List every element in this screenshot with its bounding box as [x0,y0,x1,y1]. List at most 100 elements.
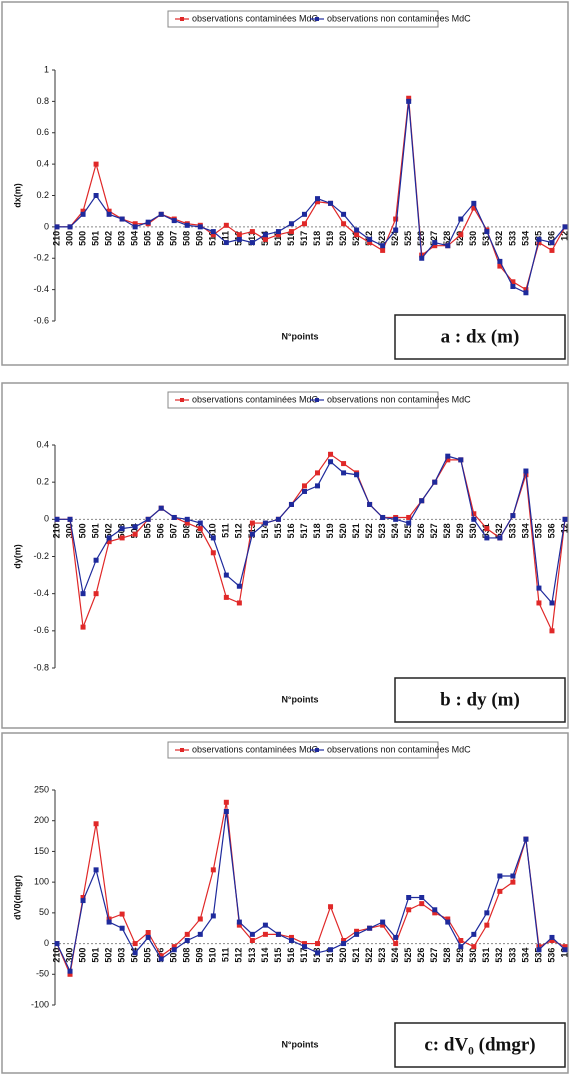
legend-label: observations non contaminées MdC [327,744,471,754]
data-point [549,938,555,943]
y-tick-label: -0.8 [33,662,49,672]
x-axis-label: N°points [281,331,318,341]
data-point [367,925,373,931]
data-point [562,224,568,230]
legend-marker [180,748,184,752]
data-point [288,938,294,943]
data-point [301,221,307,227]
data-point [367,501,373,507]
data-point [510,873,516,879]
data-point [262,931,268,937]
data-point [223,799,229,805]
x-tick-label: 508 [182,231,192,246]
data-point [393,941,399,947]
y-tick-label: 100 [34,877,49,887]
data-point [275,232,281,238]
data-point [471,944,477,950]
x-tick-label: 532 [494,231,504,246]
data-point [80,208,86,214]
x-tick-label: 508 [182,523,192,538]
data-point [445,457,451,463]
data-point [380,247,386,253]
y-tick-label: 0.8 [36,96,49,106]
data-point [67,971,73,977]
y-axis-label: dx(m) [12,183,22,208]
data-point [341,211,347,217]
panel-tag-box [394,1022,566,1068]
data-point [236,922,242,928]
x-tick-label: 521 [351,948,361,963]
data-point [132,531,138,537]
data-point [301,488,307,494]
x-tick-label: 511 [221,948,231,963]
series-line [57,98,566,291]
x-tick-label: 530 [468,948,478,963]
x-tick-label: 508 [182,948,192,963]
x-tick-label: 515 [273,523,283,538]
data-point [119,535,125,541]
data-point [236,583,242,589]
data-point [210,229,216,235]
data-point [54,224,60,230]
x-tick-label: 525 [403,948,413,963]
data-point [536,600,542,606]
y-tick-label: 0.2 [36,477,49,487]
data-point [562,944,568,950]
data-point [80,591,86,597]
y-tick-label: 0.4 [36,439,49,449]
legend-box [167,741,439,759]
data-point [132,221,138,227]
data-point [145,934,151,940]
x-tick-label: 526 [416,231,426,246]
x-tick-label: 510 [208,523,218,538]
data-point [275,931,281,937]
x-tick-label: 528 [442,523,452,538]
legend-label: observations contaminées MdC [192,13,319,23]
data-point [328,947,334,953]
x-tick-label: 502 [103,948,113,963]
data-point [210,913,216,919]
y-tick-label: 0.4 [36,159,49,169]
x-tick-label: 519 [325,231,335,246]
panel-tag: b : dy (m) [440,689,520,710]
data-point [119,925,125,931]
panel-frame [1,732,569,1074]
x-tick-label: 12 [559,948,569,958]
data-point [223,594,229,600]
data-point [484,922,490,928]
data-point [93,193,99,198]
y-tick-label: 0 [44,938,49,948]
x-tick-label: 514 [260,948,270,963]
y-tick-label: -0.4 [33,588,49,598]
data-point [445,919,451,925]
data-point [288,501,294,507]
x-tick-label: 505 [143,948,153,963]
data-point [301,944,307,950]
data-point [93,867,99,873]
y-tick-label: 0.6 [36,127,49,137]
data-point [380,243,386,249]
x-tick-label: 512 [234,523,244,538]
x-tick-label: 520 [338,523,348,538]
data-point [106,535,112,541]
y-tick-label: 250 [34,784,49,794]
x-tick-label: 501 [90,523,100,538]
x-tick-label: 527 [429,231,439,246]
data-point [106,211,112,217]
data-point [497,535,503,541]
data-point [328,904,334,910]
data-point [510,279,516,285]
data-point [406,514,412,520]
data-point [549,600,555,606]
data-point [419,895,425,900]
x-tick-label: 524 [390,231,400,246]
data-point [497,888,503,894]
x-tick-label: 501 [90,948,100,963]
data-point [523,287,529,293]
data-point [484,910,490,916]
x-tick-label: 533 [507,231,517,246]
data-point [341,941,347,947]
data-point [132,950,138,956]
data-point [249,938,255,943]
data-point [393,934,399,940]
